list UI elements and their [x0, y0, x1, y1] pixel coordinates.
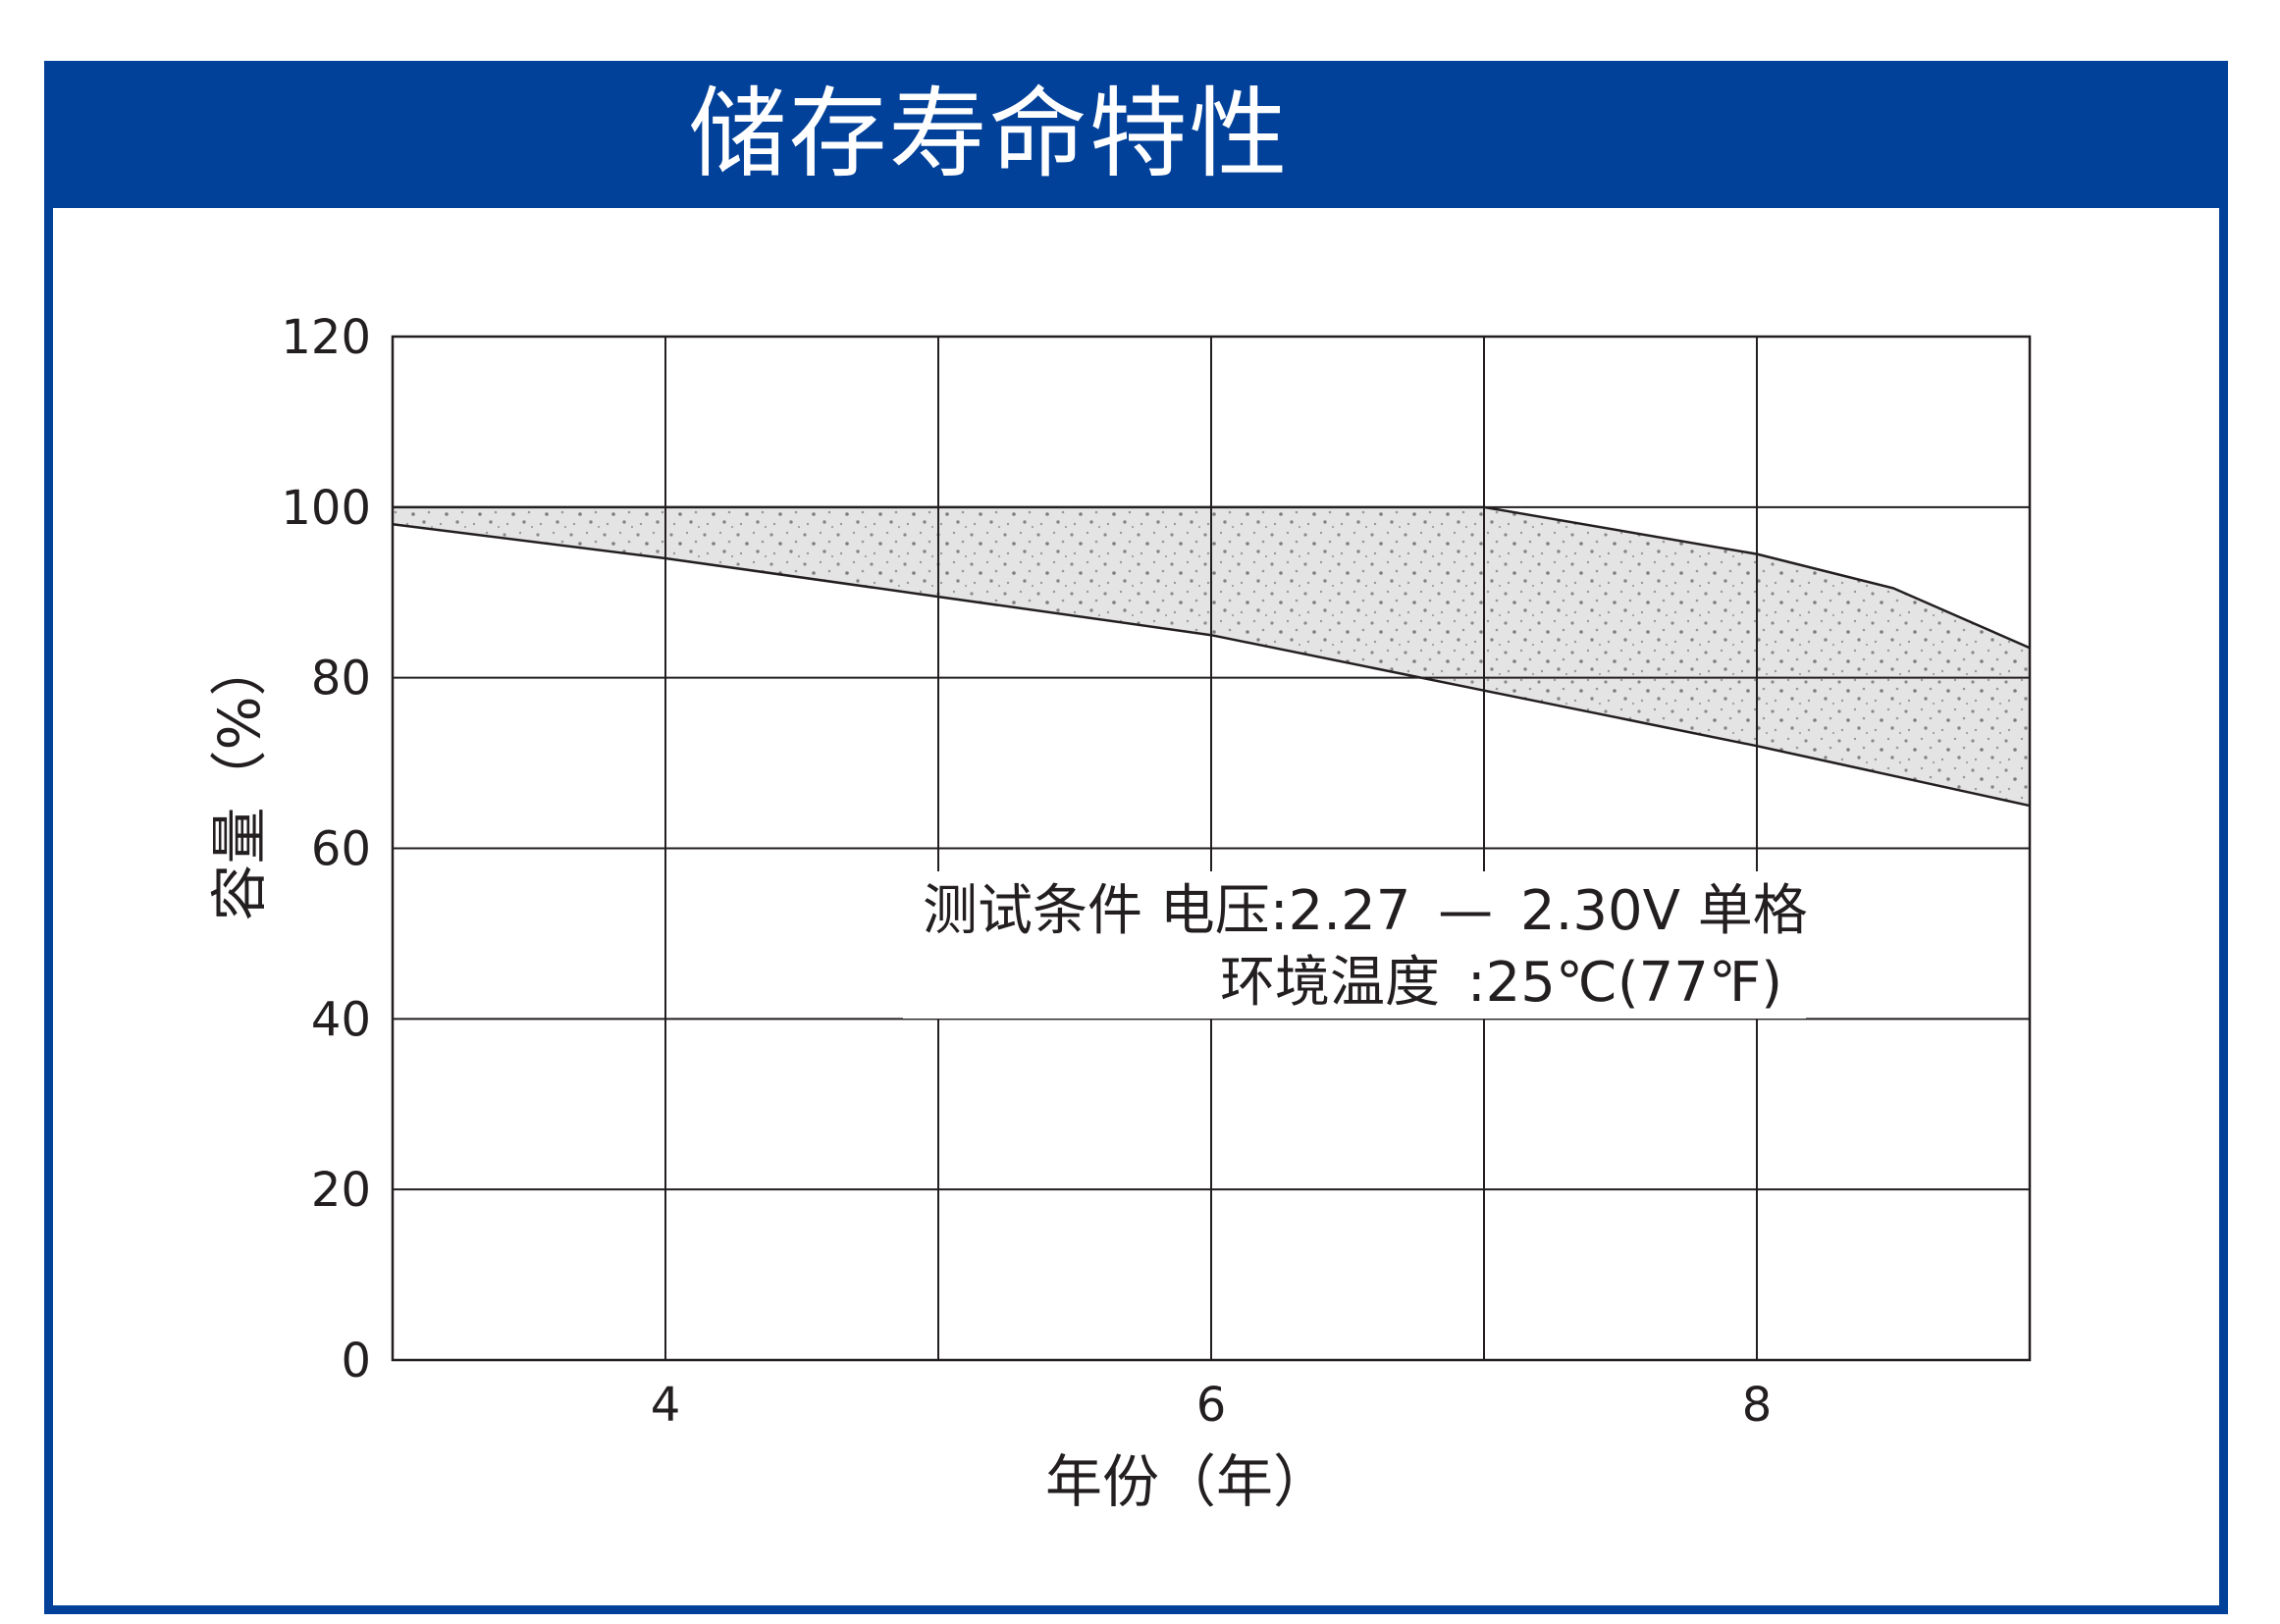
y-tick-label: 40 — [311, 992, 371, 1047]
x-tick-label: 6 — [1196, 1378, 1227, 1433]
chart-frame — [44, 61, 2228, 1614]
x-tick-label: 4 — [651, 1378, 681, 1433]
test-condition-cell: 2.30V 单格 — [1520, 879, 1808, 943]
plot-border — [391, 335, 2032, 1362]
annotation-background — [903, 871, 1806, 1019]
lower-capacity-line — [392, 522, 2031, 808]
title-bar: 储存寿命特性 — [44, 61, 2228, 208]
y-tick-label: 0 — [341, 1334, 371, 1388]
ambient-temperature-annotation: 环境温度 :25℃(77℉) — [1220, 951, 1782, 1015]
upper-capacity-line — [393, 505, 2031, 650]
x-tick-label: 8 — [1742, 1378, 1773, 1433]
y-tick-label: 100 — [281, 481, 371, 536]
capacity-band-area — [393, 506, 2030, 807]
ambient-temperature-value: :25℃(77℉) — [1467, 951, 1782, 1015]
tick-labels: 0 20 40 60 80 100 120 4 6 8 — [281, 310, 1772, 1433]
y-tick-label: 120 — [281, 310, 371, 365]
test-condition-voltage: 测试条件 电压:2.27 — [923, 879, 1410, 943]
test-condition-dash: — — [1438, 879, 1493, 943]
y-tick-label: 80 — [311, 652, 371, 707]
x-axis-title: 年份（年） — [1045, 1448, 1330, 1515]
grid-lines — [393, 337, 2030, 1360]
y-tick-label: 20 — [311, 1163, 371, 1218]
ambient-temperature-label: 环境温度 — [1220, 951, 1440, 1015]
y-axis-title: 容量（%） — [206, 639, 273, 920]
page-title: 储存寿命特性 — [688, 77, 1290, 191]
y-tick-label: 60 — [311, 822, 371, 877]
test-condition-annotation: 测试条件 电压:2.27 — 2.30V 单格 — [923, 879, 1808, 943]
